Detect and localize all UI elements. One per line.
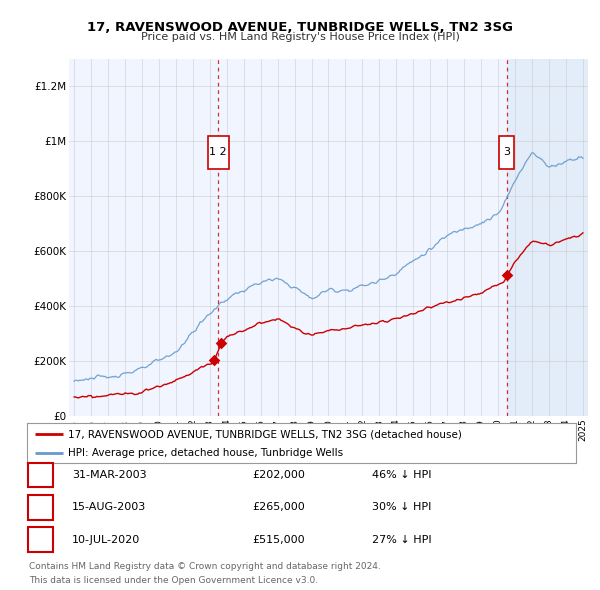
Point: [502, 270, 512, 279]
Text: 17, RAVENSWOOD AVENUE, TUNBRIDGE WELLS, TN2 3SG: 17, RAVENSWOOD AVENUE, TUNBRIDGE WELLS, …: [87, 21, 513, 34]
Text: 27% ↓ HPI: 27% ↓ HPI: [372, 535, 431, 545]
Text: £202,000: £202,000: [252, 470, 305, 480]
Text: 10-JUL-2020: 10-JUL-2020: [72, 535, 140, 545]
Text: HPI: Average price, detached house, Tunbridge Wells: HPI: Average price, detached house, Tunb…: [68, 448, 343, 458]
Text: 30% ↓ HPI: 30% ↓ HPI: [372, 503, 431, 512]
Text: 17, RAVENSWOOD AVENUE, TUNBRIDGE WELLS, TN2 3SG (detached house): 17, RAVENSWOOD AVENUE, TUNBRIDGE WELLS, …: [68, 430, 462, 440]
Text: Price paid vs. HM Land Registry's House Price Index (HPI): Price paid vs. HM Land Registry's House …: [140, 32, 460, 42]
FancyBboxPatch shape: [208, 136, 229, 169]
Text: £515,000: £515,000: [252, 535, 305, 545]
Point: [209, 356, 219, 365]
Text: £265,000: £265,000: [252, 503, 305, 512]
Text: 2: 2: [37, 503, 44, 512]
Bar: [507, 59, 588, 416]
Text: 3: 3: [503, 148, 510, 158]
Text: 1 2: 1 2: [209, 148, 227, 158]
Text: 1: 1: [37, 470, 44, 480]
FancyBboxPatch shape: [499, 136, 514, 169]
Text: 15-AUG-2003: 15-AUG-2003: [72, 503, 146, 512]
Text: 46% ↓ HPI: 46% ↓ HPI: [372, 470, 431, 480]
Text: 3: 3: [37, 535, 44, 545]
Text: This data is licensed under the Open Government Licence v3.0.: This data is licensed under the Open Gov…: [29, 576, 318, 585]
Text: Contains HM Land Registry data © Crown copyright and database right 2024.: Contains HM Land Registry data © Crown c…: [29, 562, 380, 571]
Point: [216, 339, 226, 348]
Text: 31-MAR-2003: 31-MAR-2003: [72, 470, 146, 480]
